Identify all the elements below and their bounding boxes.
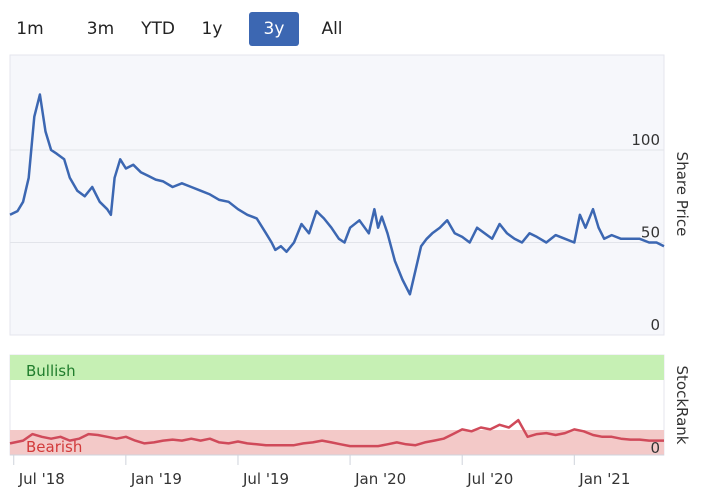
range-button-3m[interactable]: 3m	[86, 19, 115, 39]
price-series-line	[9, 93, 665, 296]
bullish-band-label: Bullish	[26, 362, 76, 380]
price-y-axis-title: Share Price	[673, 152, 691, 237]
x-tick-label: Jul '19	[242, 470, 289, 488]
price-y-tick-label: 0	[650, 316, 660, 334]
rank-y-axis-title: StockRank	[673, 366, 691, 445]
bearish-band-label: Bearish	[26, 438, 82, 456]
range-button-all[interactable]: All	[321, 19, 343, 39]
x-axis-ticks: Jul '18 Jan '19 Jul '19 Jan '20 Jul '20 Jan '…	[13, 455, 630, 488]
price-gridlines	[10, 149, 664, 243]
x-tick-label: Jan '21	[578, 470, 630, 488]
price-y-tick-label: 50	[641, 224, 660, 242]
bullish-band	[10, 355, 664, 380]
rank-series-line	[9, 418, 664, 448]
x-tick-label: Jan '19	[130, 470, 182, 488]
range-button-1m[interactable]: 1m	[16, 19, 44, 39]
x-tick-label: Jul '20	[466, 470, 513, 488]
range-button-1y[interactable]: 1y	[201, 19, 223, 39]
rank-y-tick-label: 0	[650, 439, 660, 457]
rank-y-tick-labels: 0	[650, 439, 660, 457]
price-plot-area	[9, 54, 665, 336]
x-tick-label: Jul '18	[18, 470, 65, 488]
price-y-tick-label: 100	[631, 131, 660, 149]
range-button-ytd[interactable]: YTD	[141, 19, 175, 39]
x-tick-label: Jan '20	[354, 470, 406, 488]
range-button-3y[interactable]: 3y	[249, 12, 299, 46]
price-y-tick-labels: 0 50 100	[631, 131, 660, 334]
